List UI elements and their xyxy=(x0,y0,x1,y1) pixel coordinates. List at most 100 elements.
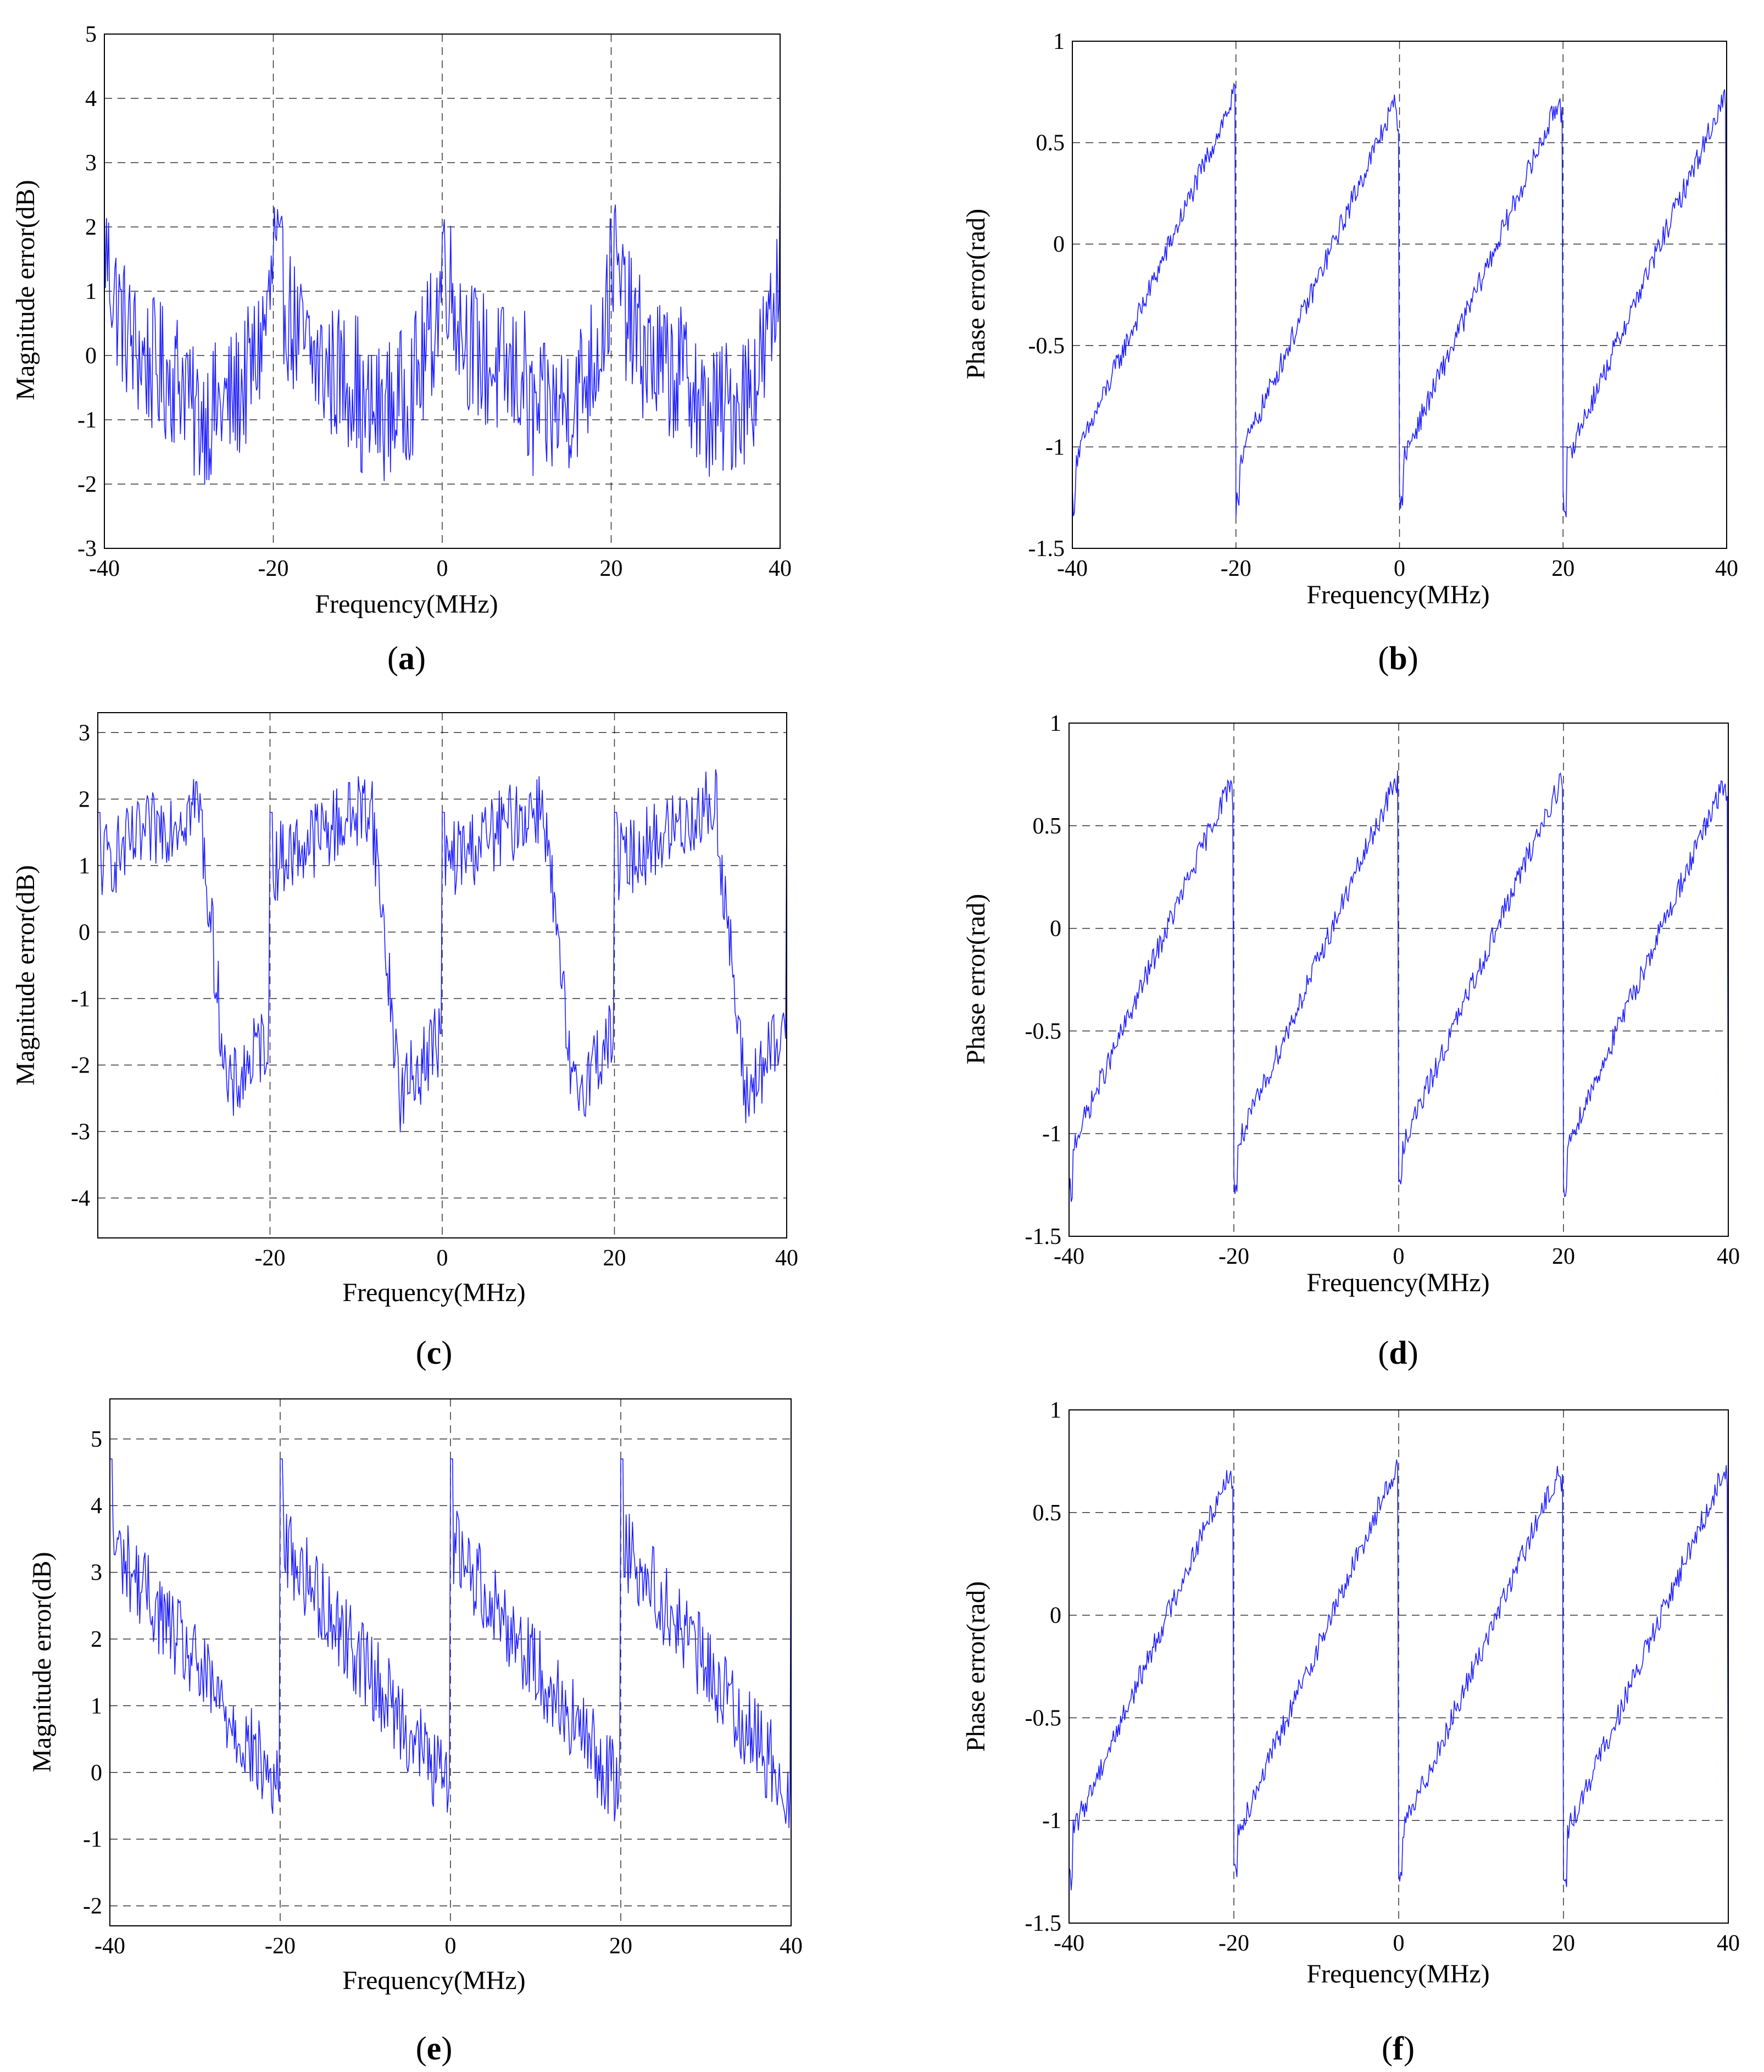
subplot-c: -20 0 20 40 -4 -3 -2 -1 0 1 2 3 Frequency(MHz) Magnit… xyxy=(11,712,798,1371)
plot-frame xyxy=(1069,723,1729,1237)
x-tick-label: -20 xyxy=(1221,556,1251,581)
subplot-e: -40 -20 0 20 40 -2 -1 0 1 2 3 4 5 Frequency(MHz) Magni… xyxy=(27,1398,803,2067)
series-line-a xyxy=(104,162,781,485)
y-tick-label: -1 xyxy=(1042,1121,1061,1147)
y-tick-label: 3 xyxy=(79,720,90,746)
x-tick-label: 40 xyxy=(780,1934,803,1959)
x-axis-label: Frequency(MHz) xyxy=(342,1966,525,1995)
x-tick-label: 40 xyxy=(1717,1244,1740,1269)
y-tick-label: -3 xyxy=(71,1119,90,1145)
y-axis-label: Magnitude error(dB) xyxy=(11,865,40,1085)
plot-frame xyxy=(97,712,787,1238)
series-line-b xyxy=(1072,82,1727,518)
x-tick-label: 20 xyxy=(600,556,623,581)
y-tick-label: -1 xyxy=(1042,1808,1061,1834)
y-axis-label: Phase error(rad) xyxy=(961,209,990,380)
y-tick-label: -1.5 xyxy=(1028,536,1065,562)
y-tick-label: 0 xyxy=(85,343,97,369)
y-tick-label: 2 xyxy=(85,215,97,240)
y-tick-label: -1 xyxy=(83,1827,102,1852)
series-line-d xyxy=(1069,770,1729,1202)
y-tick-label: 0.5 xyxy=(1036,131,1065,156)
x-tick-label: -20 xyxy=(255,1246,286,1271)
y-tick-label: -2 xyxy=(71,1053,90,1078)
series-line-e xyxy=(110,1458,792,1829)
y-tick-label: -2 xyxy=(83,1894,102,1919)
x-tick-label: 40 xyxy=(1715,556,1738,581)
plot-frame xyxy=(109,1398,792,1926)
y-tick-label: 5 xyxy=(91,1427,102,1452)
x-tick-label: -20 xyxy=(1218,1931,1249,1956)
y-tick-label: 0 xyxy=(91,1760,102,1786)
plot-frame xyxy=(1069,1409,1729,1924)
y-tick-label: -4 xyxy=(71,1186,90,1211)
x-axis-label: Frequency(MHz) xyxy=(1306,580,1489,609)
x-axis-label: Frequency(MHz) xyxy=(1306,1268,1489,1297)
y-tick-label: -1.5 xyxy=(1025,1224,1062,1249)
subplot-b: -40 -20 0 20 40 -1.5 -1 -0.5 0 0.5 1 Frequency(MHz)… xyxy=(961,29,1738,676)
y-tick-label: 3 xyxy=(85,151,97,176)
panel-caption: (a) xyxy=(387,640,426,676)
y-tick-label: 0.5 xyxy=(1033,814,1062,839)
y-tick-label: -1 xyxy=(77,408,97,433)
series-line-f xyxy=(1069,1459,1729,1891)
x-axis-label: Frequency(MHz) xyxy=(1306,1959,1489,1988)
y-axis-label: Magnitude error(dB) xyxy=(27,1552,57,1772)
panel-caption: (e) xyxy=(416,2030,453,2067)
x-tick-label: -40 xyxy=(1054,1931,1084,1956)
x-tick-label: 40 xyxy=(769,556,792,581)
y-tick-label: -1 xyxy=(71,986,90,1012)
x-tick-label: 40 xyxy=(1717,1931,1740,1956)
x-tick-label: 0 xyxy=(1393,1244,1405,1269)
panel-caption: (f) xyxy=(1382,2030,1415,2067)
y-tick-label: -1 xyxy=(1045,435,1065,460)
y-tick-label: -3 xyxy=(77,536,97,562)
x-axis-label: Frequency(MHz) xyxy=(315,590,498,619)
x-tick-label: 20 xyxy=(603,1246,626,1271)
y-tick-label: 0 xyxy=(1050,1603,1061,1629)
x-tick-label: -40 xyxy=(1057,556,1088,581)
subplot-d: -40 -20 0 20 40 -1.5 -1 -0.5 0 0.5 1 Frequency(MHz)… xyxy=(961,711,1740,1371)
y-axis-label: Phase error(rad) xyxy=(961,894,990,1065)
y-tick-label: -0.5 xyxy=(1028,334,1065,359)
subplot-a: -40 -20 0 20 40 -3 -2 -1 0 1 2 3 4 5 Frequency(MHz) Mag… xyxy=(11,22,792,676)
y-tick-label: 0 xyxy=(1050,916,1061,942)
x-tick-label: 0 xyxy=(445,1934,457,1959)
y-tick-label: 1 xyxy=(91,1693,102,1719)
subplot-f: -40 -20 0 20 40 -1.5 -1 -0.5 0 0.5 1 Frequency(MHz)… xyxy=(961,1398,1740,2067)
panel-caption: (b) xyxy=(1378,640,1418,676)
x-tick-label: 40 xyxy=(775,1246,798,1271)
panel-caption: (d) xyxy=(1378,1335,1418,1371)
y-tick-label: 0 xyxy=(79,920,90,945)
x-tick-label: -40 xyxy=(89,556,120,581)
x-tick-label: -20 xyxy=(258,556,289,581)
x-tick-label: 0 xyxy=(437,1246,448,1271)
x-tick-label: -20 xyxy=(265,1934,296,1959)
y-tick-label: 0.5 xyxy=(1033,1501,1062,1526)
y-tick-label: 4 xyxy=(85,86,97,112)
x-tick-label: 0 xyxy=(1394,556,1405,581)
y-tick-label: -1.5 xyxy=(1025,1911,1062,1936)
y-tick-label: 1 xyxy=(1050,711,1061,736)
y-tick-label: 0 xyxy=(1053,232,1065,257)
y-tick-label: 2 xyxy=(91,1627,102,1652)
x-tick-label: 0 xyxy=(1393,1931,1405,1956)
y-tick-label: 3 xyxy=(91,1560,102,1586)
y-tick-label: 5 xyxy=(85,22,97,47)
y-tick-label: 1 xyxy=(1053,29,1065,54)
y-axis-label: Magnitude error(dB) xyxy=(11,180,40,400)
y-tick-label: 4 xyxy=(91,1493,102,1519)
y-tick-label: -0.5 xyxy=(1025,1019,1062,1044)
panel-caption: (c) xyxy=(416,1335,453,1371)
y-tick-label: -2 xyxy=(77,472,97,497)
x-tick-label: -40 xyxy=(94,1934,125,1959)
series-line-c xyxy=(98,769,787,1132)
x-tick-label: 20 xyxy=(609,1934,632,1959)
x-tick-label: -40 xyxy=(1054,1244,1084,1269)
plot-frame xyxy=(104,34,781,549)
y-tick-label: 1 xyxy=(79,853,90,879)
x-tick-label: 20 xyxy=(1551,556,1574,581)
y-tick-label: 1 xyxy=(85,279,97,304)
x-tick-label: 20 xyxy=(1552,1931,1575,1956)
